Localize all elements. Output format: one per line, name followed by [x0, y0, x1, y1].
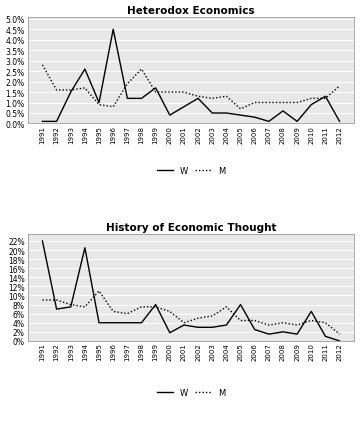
M	[168, 309, 172, 314]
M	[111, 105, 115, 110]
M	[210, 314, 215, 319]
W	[111, 28, 115, 33]
W	[40, 120, 45, 125]
M	[54, 88, 59, 93]
M	[69, 302, 73, 308]
W	[210, 111, 215, 116]
W	[153, 86, 158, 91]
M	[295, 323, 299, 328]
W	[267, 332, 271, 337]
W	[83, 67, 87, 72]
M	[97, 103, 101, 108]
Title: Heterodox Economics: Heterodox Economics	[127, 6, 255, 15]
M	[323, 97, 328, 102]
W	[168, 113, 172, 118]
Line: W: W	[42, 30, 339, 122]
W	[139, 320, 144, 325]
Legend: W, M: W, M	[157, 388, 225, 397]
Legend: W, M: W, M	[157, 167, 225, 176]
W	[111, 320, 115, 325]
W	[295, 332, 299, 337]
M	[182, 90, 186, 95]
W	[54, 307, 59, 312]
M	[309, 97, 314, 102]
M	[182, 320, 186, 325]
W	[182, 323, 186, 328]
W	[224, 111, 229, 116]
W	[69, 90, 73, 95]
W	[323, 334, 328, 339]
W	[182, 105, 186, 110]
W	[252, 115, 257, 121]
W	[252, 327, 257, 332]
W	[309, 103, 314, 108]
W	[54, 120, 59, 125]
W	[323, 95, 328, 100]
M	[97, 289, 101, 294]
W	[337, 120, 342, 125]
M	[83, 305, 87, 310]
M	[337, 84, 342, 89]
W	[295, 120, 299, 125]
M	[111, 309, 115, 314]
M	[238, 107, 243, 112]
Line: M: M	[42, 291, 339, 334]
W	[196, 97, 200, 102]
M	[153, 305, 158, 310]
M	[54, 298, 59, 303]
M	[267, 323, 271, 328]
M	[83, 86, 87, 91]
Line: M: M	[42, 66, 339, 109]
M	[281, 101, 285, 106]
W	[69, 305, 73, 310]
W	[267, 120, 271, 125]
M	[323, 320, 328, 325]
M	[267, 101, 271, 106]
Line: W: W	[42, 242, 339, 341]
M	[196, 316, 200, 321]
M	[69, 88, 73, 93]
M	[40, 298, 45, 303]
M	[337, 332, 342, 337]
M	[125, 311, 130, 317]
M	[210, 97, 215, 102]
W	[238, 113, 243, 118]
W	[139, 97, 144, 102]
M	[295, 101, 299, 106]
M	[139, 67, 144, 72]
W	[153, 302, 158, 308]
M	[252, 318, 257, 323]
W	[309, 309, 314, 314]
W	[210, 325, 215, 330]
M	[309, 318, 314, 323]
W	[224, 323, 229, 328]
M	[281, 320, 285, 325]
W	[196, 325, 200, 330]
M	[252, 101, 257, 106]
M	[224, 95, 229, 100]
W	[83, 246, 87, 251]
W	[281, 109, 285, 114]
W	[97, 320, 101, 325]
W	[281, 329, 285, 334]
M	[125, 82, 130, 87]
W	[337, 339, 342, 344]
M	[40, 63, 45, 68]
M	[238, 318, 243, 323]
W	[168, 331, 172, 336]
W	[40, 239, 45, 244]
M	[153, 90, 158, 95]
M	[224, 305, 229, 310]
M	[196, 95, 200, 100]
M	[168, 90, 172, 95]
W	[125, 320, 130, 325]
M	[139, 305, 144, 310]
W	[125, 97, 130, 102]
W	[97, 101, 101, 106]
W	[238, 302, 243, 308]
Title: History of Economic Thought: History of Economic Thought	[106, 222, 276, 233]
